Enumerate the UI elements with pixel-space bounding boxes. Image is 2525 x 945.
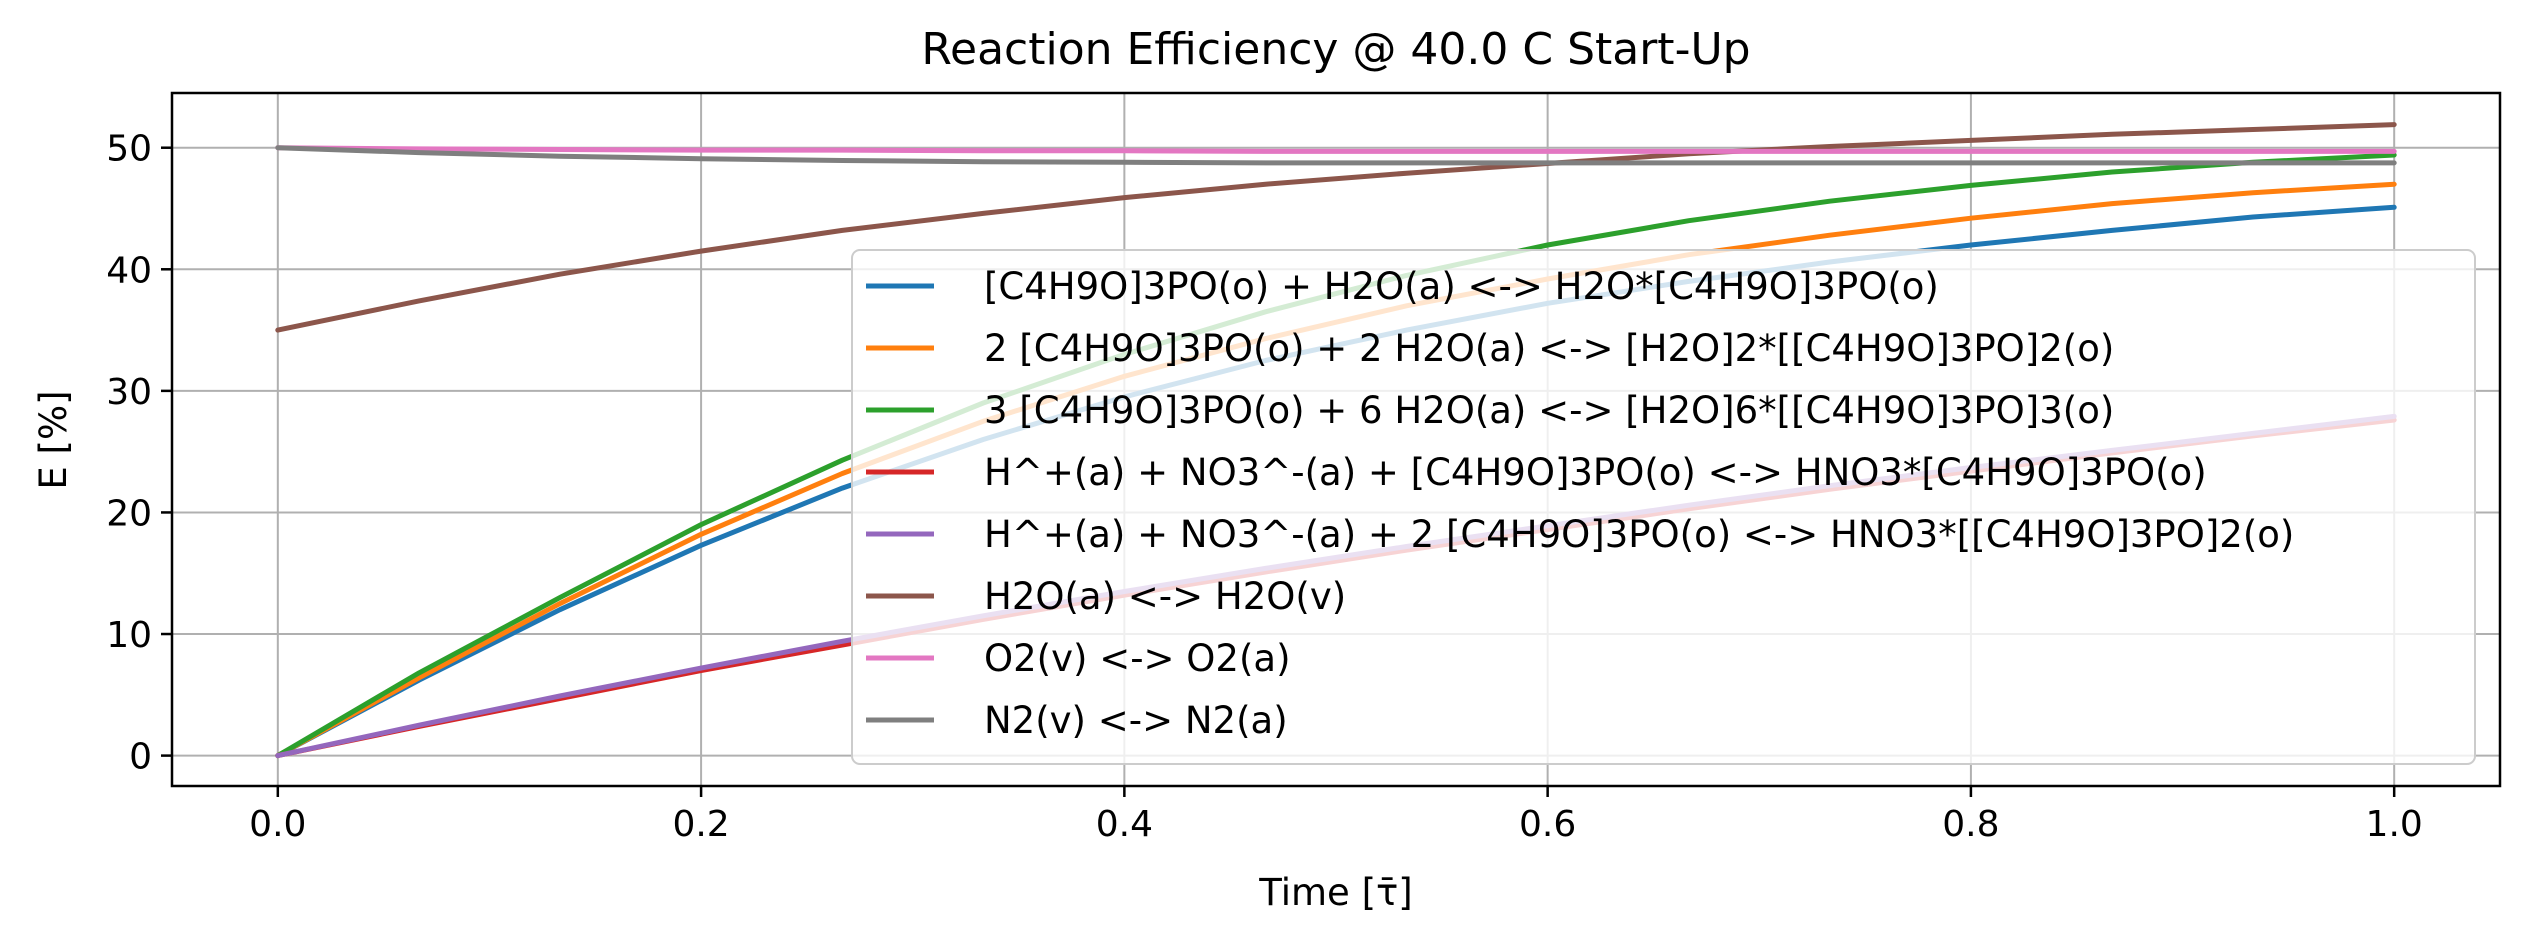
x-axis-label: Time [τ̄] — [1258, 871, 1412, 914]
y-axis-ticks: 0 10 20 30 40 50 — [106, 129, 172, 778]
y-tick-label: 0 — [129, 737, 152, 778]
x-tick-label: 1.0 — [2366, 804, 2423, 845]
legend-entry: N2(v) <-> N2(a) — [984, 699, 1288, 742]
x-tick-label: 0.6 — [1519, 804, 1576, 845]
y-tick-label: 20 — [106, 493, 152, 534]
legend-entry: O2(v) <-> O2(a) — [984, 637, 1291, 680]
legend-entry: H2O(a) <-> H2O(v) — [984, 575, 1346, 618]
legend-entry: [C4H9O]3PO(o) + H2O(a) <-> H2O*[C4H9O]3P… — [984, 265, 1939, 308]
series-line-6 — [275, 122, 2397, 333]
x-tick-label: 0.0 — [249, 804, 306, 845]
legend-entry: 3 [C4H9O]3PO(o) + 6 H2O(a) <-> [H2O]6*[[… — [984, 389, 2114, 432]
y-tick-label: 30 — [106, 372, 152, 413]
legend: [C4H9O]3PO(o) + H2O(a) <-> H2O*[C4H9O]3P… — [851, 249, 2476, 765]
legend-entry: H^+(a) + NO3^-(a) + 2 [C4H9O]3PO(o) <-> … — [984, 513, 2294, 556]
x-tick-label: 0.4 — [1096, 804, 1153, 845]
y-tick-label: 10 — [106, 615, 152, 656]
x-tick-label: 0.2 — [672, 804, 729, 845]
chart-title: Reaction Efficiency @ 40.0 C Start-Up — [921, 24, 1750, 75]
y-tick-label: 40 — [106, 250, 152, 291]
series-line-7 — [275, 145, 2397, 154]
plot-frame — [170, 91, 2502, 788]
legend-box — [851, 249, 2476, 765]
x-axis-ticks: 0.0 0.2 0.4 0.6 0.8 1.0 — [249, 786, 2423, 845]
legend-entry: H^+(a) + NO3^-(a) + [C4H9O]3PO(o) <-> HN… — [984, 451, 2207, 494]
y-axis-label: E [%] — [32, 390, 75, 489]
series-line-8 — [275, 145, 2397, 166]
y-tick-label: 50 — [106, 129, 152, 170]
legend-entry: 2 [C4H9O]3PO(o) + 2 H2O(a) <-> [H2O]2*[[… — [984, 327, 2114, 370]
x-tick-label: 0.8 — [1942, 804, 1999, 845]
